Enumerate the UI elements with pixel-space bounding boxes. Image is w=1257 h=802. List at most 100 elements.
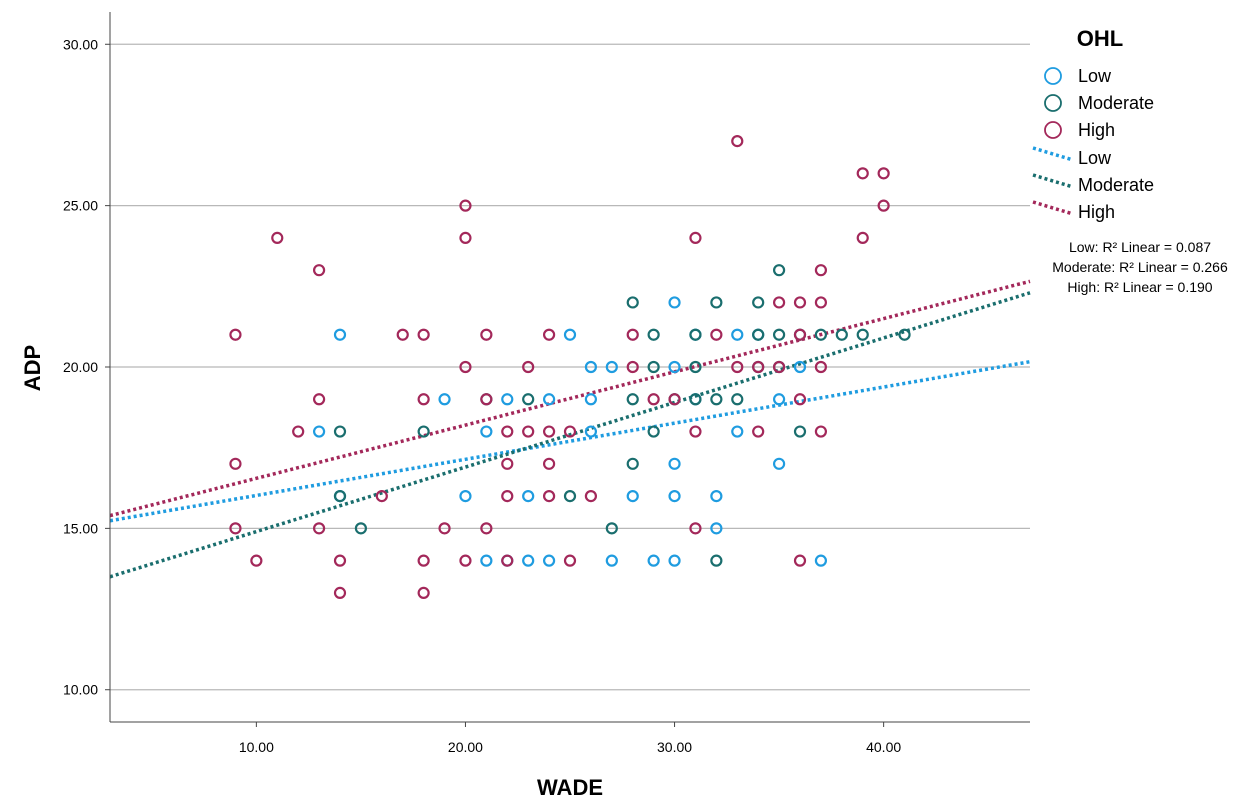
point-moderate [689,360,702,374]
point-high [856,231,869,245]
point-high [793,554,807,567]
point-low [668,489,681,503]
point-moderate [710,393,723,406]
point-moderate [772,328,786,341]
data-points [229,134,911,600]
y-tick-label: 10.00 [63,682,98,698]
point-moderate [354,522,368,535]
point-high [271,231,284,245]
point-high [542,457,556,470]
tick-labels: 10.00 15.00 20.00 25.00 30.00 10.00 20.00 30.00… [63,36,901,755]
point-high [563,425,577,438]
point-high [752,425,765,438]
point-high [814,296,828,309]
point-high [501,489,514,503]
point-high [814,360,828,374]
point-low [312,425,326,438]
point-moderate [835,328,848,341]
point-high [814,425,828,438]
point-high [584,489,598,503]
point-high [459,554,472,567]
point-high [312,393,326,406]
point-low [584,360,598,374]
point-high [626,328,639,341]
point-moderate [605,522,618,535]
point-moderate [898,328,911,341]
point-high [333,554,347,567]
point-high [312,522,326,535]
y-tick-label: 15.00 [63,520,98,536]
legend-label-moderate: Moderate [1078,93,1154,113]
point-high [501,554,514,567]
point-high [752,360,765,374]
point-high [563,554,577,567]
point-moderate [647,328,660,341]
point-low [710,489,723,503]
fit-lines [109,279,1031,579]
point-high [459,231,472,245]
point-high [772,360,786,374]
x-tick-label: 30.00 [657,739,692,755]
point-low [542,393,556,406]
point-low [480,554,493,567]
point-high [772,296,786,309]
point-high [647,393,660,406]
point-low [605,554,618,567]
point-moderate [793,425,807,438]
point-low [814,554,828,567]
point-high [710,328,723,341]
y-tick-label: 20.00 [63,359,98,375]
point-low [333,328,347,341]
legend-fit-line-high [1032,200,1074,216]
point-high [459,199,472,212]
point-high [250,554,263,567]
point-high [396,328,409,341]
legend-marker-moderate [1044,94,1062,112]
point-low [772,393,786,406]
point-moderate [772,264,786,277]
point-high [689,425,702,438]
point-high [229,522,242,535]
point-high [814,264,828,277]
point-low [626,489,639,503]
legend: OHL Low Moderate High Low Moderate High Low: R… [1032,26,1228,295]
legend-fit-label-low: Low [1078,148,1112,168]
point-low [438,393,451,406]
point-low [459,489,472,503]
x-tick-label: 40.00 [866,739,901,755]
r2-label-high: High: R² Linear = 0.190 [1067,279,1212,295]
point-high [501,457,514,470]
fit-line-high [109,279,1031,518]
legend-label-low: Low [1078,66,1112,86]
point-high [501,425,514,438]
point-high [731,134,744,148]
legend-marker-low [1044,67,1062,85]
r2-label-moderate: Moderate: R² Linear = 0.266 [1052,259,1228,275]
point-low [563,328,577,341]
legend-title: OHL [1077,26,1123,51]
point-moderate [522,393,535,406]
point-high [417,328,430,341]
point-moderate [333,489,347,503]
point-low [772,457,786,470]
point-high [856,167,869,180]
legend-fit-line-low [1032,146,1074,162]
point-high [668,393,681,406]
point-high [417,586,430,600]
point-moderate [710,296,723,309]
point-low [668,360,681,374]
point-high [333,586,347,600]
point-moderate [752,328,765,341]
point-moderate [626,296,639,309]
point-low [584,425,598,438]
point-moderate [417,425,430,438]
point-moderate [626,393,639,406]
point-low [522,489,535,503]
point-moderate [731,393,744,406]
point-high [229,457,242,470]
point-high [480,522,493,535]
y-tick-label: 30.00 [63,36,98,52]
point-high [417,554,430,567]
point-moderate [752,296,765,309]
